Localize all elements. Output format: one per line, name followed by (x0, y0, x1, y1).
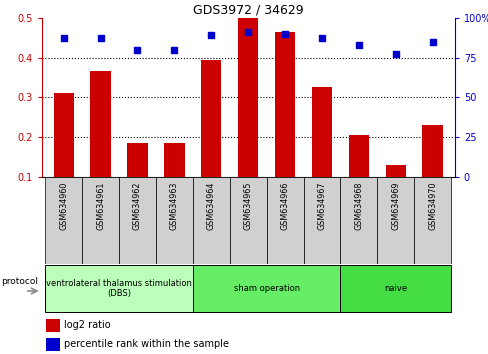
Bar (413, 177, 450, 264)
Bar (340, 265, 450, 312)
Bar (45, 338, 60, 351)
Bar (45, 265, 192, 312)
Bar (201, 59, 221, 177)
Bar (311, 87, 331, 177)
Bar (385, 165, 405, 177)
Bar (340, 177, 377, 264)
Text: protocol: protocol (1, 276, 38, 286)
Point (97, 35, 104, 41)
Point (354, 42, 362, 47)
Text: GSM634963: GSM634963 (169, 181, 179, 230)
Text: GSM634966: GSM634966 (280, 181, 289, 230)
Point (207, 32, 215, 38)
Text: ventrolateral thalamus stimulation
(DBS): ventrolateral thalamus stimulation (DBS) (46, 279, 192, 298)
Text: log2 ratio: log2 ratio (64, 320, 111, 330)
Point (170, 47, 178, 52)
Bar (164, 143, 184, 177)
Point (60, 35, 67, 41)
Bar (192, 265, 340, 312)
Text: GSM634965: GSM634965 (243, 181, 252, 230)
Bar (274, 32, 295, 177)
Text: naive: naive (384, 284, 407, 293)
Point (317, 35, 325, 41)
Text: GSM634962: GSM634962 (133, 181, 142, 230)
Text: GSM634970: GSM634970 (427, 181, 436, 230)
Bar (266, 177, 303, 264)
Bar (192, 177, 229, 264)
Bar (229, 177, 266, 264)
Text: percentile rank within the sample: percentile rank within the sample (64, 339, 229, 349)
Bar (422, 125, 442, 177)
Bar (156, 177, 192, 264)
Text: GSM634968: GSM634968 (354, 181, 363, 230)
Bar (54, 93, 74, 177)
Title: GDS3972 / 34629: GDS3972 / 34629 (192, 4, 303, 17)
Bar (45, 177, 82, 264)
Text: GSM634967: GSM634967 (317, 181, 326, 230)
Point (244, 29, 252, 35)
Text: GSM634964: GSM634964 (206, 181, 215, 230)
Point (428, 39, 436, 44)
Text: GSM634969: GSM634969 (390, 181, 399, 230)
Text: GSM634961: GSM634961 (96, 181, 105, 230)
Bar (127, 143, 147, 177)
Text: GSM634960: GSM634960 (59, 181, 68, 230)
Bar (377, 177, 413, 264)
Bar (238, 18, 258, 177)
Point (133, 47, 141, 52)
Point (281, 31, 288, 36)
Bar (82, 177, 119, 264)
Bar (45, 319, 60, 332)
Bar (348, 135, 368, 177)
Bar (303, 177, 340, 264)
Point (391, 51, 399, 57)
Bar (90, 72, 110, 177)
Text: sham operation: sham operation (233, 284, 299, 293)
Bar (119, 177, 156, 264)
